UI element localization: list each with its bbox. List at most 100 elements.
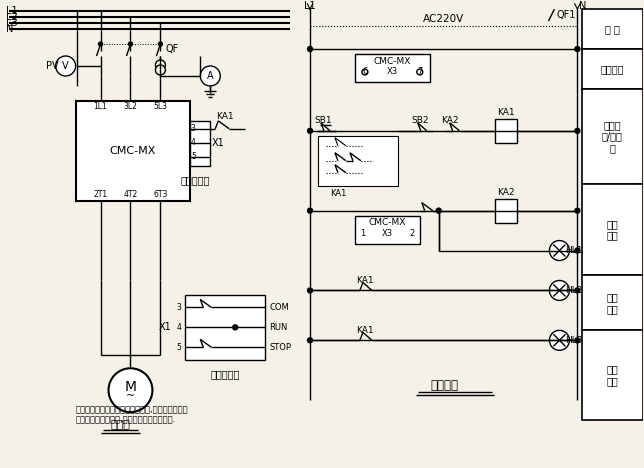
Text: KA1: KA1 xyxy=(356,326,374,335)
Text: 4: 4 xyxy=(191,139,196,147)
Circle shape xyxy=(109,368,153,412)
Text: 3L2: 3L2 xyxy=(124,102,137,111)
Circle shape xyxy=(308,128,312,133)
Bar xyxy=(582,89,643,184)
Text: 单节点控制: 单节点控制 xyxy=(180,175,210,185)
Circle shape xyxy=(575,288,580,293)
Text: HL2: HL2 xyxy=(565,286,582,295)
Text: KA1: KA1 xyxy=(330,189,346,198)
Text: 1L1: 1L1 xyxy=(93,102,108,111)
Circle shape xyxy=(575,128,580,133)
Text: L1: L1 xyxy=(6,6,17,16)
Text: 双节点控制: 双节点控制 xyxy=(211,369,240,379)
Text: ~: ~ xyxy=(126,391,135,401)
Text: KA2: KA2 xyxy=(497,188,515,197)
Circle shape xyxy=(128,42,133,46)
Bar xyxy=(582,184,643,276)
Text: 7: 7 xyxy=(417,67,422,76)
Text: 的输出方式进行修改,需对此图做相应的调整.: 的输出方式进行修改,需对此图做相应的调整. xyxy=(75,416,176,424)
Text: CMC-MX: CMC-MX xyxy=(109,146,156,156)
Text: V: V xyxy=(62,61,69,71)
Text: 1: 1 xyxy=(360,229,366,238)
Circle shape xyxy=(99,42,102,46)
Text: CMC-MX: CMC-MX xyxy=(368,218,406,227)
Circle shape xyxy=(155,65,166,75)
Text: SB2: SB2 xyxy=(411,117,428,125)
Circle shape xyxy=(549,330,569,350)
Text: 2T1: 2T1 xyxy=(93,190,108,199)
Circle shape xyxy=(575,248,580,253)
Circle shape xyxy=(158,42,162,46)
Text: 运行
指示: 运行 指示 xyxy=(607,292,618,314)
Text: 6: 6 xyxy=(362,67,368,76)
Text: 停止
指示: 停止 指示 xyxy=(607,365,618,386)
Circle shape xyxy=(155,60,166,70)
Text: 控制电源: 控制电源 xyxy=(601,64,624,74)
Bar xyxy=(318,136,398,186)
Text: 4T2: 4T2 xyxy=(124,190,138,199)
Circle shape xyxy=(575,208,580,213)
Circle shape xyxy=(55,56,75,76)
Bar xyxy=(582,9,643,49)
Bar xyxy=(495,198,516,223)
Text: L3: L3 xyxy=(6,18,17,28)
Text: QF1: QF1 xyxy=(556,10,576,20)
Text: X1: X1 xyxy=(212,138,225,148)
Text: KA2: KA2 xyxy=(441,117,459,125)
Circle shape xyxy=(200,66,220,86)
Circle shape xyxy=(308,338,312,343)
Circle shape xyxy=(362,69,368,75)
Text: 软起动
起/停控
制: 软起动 起/停控 制 xyxy=(602,120,623,153)
Bar xyxy=(582,330,643,420)
Circle shape xyxy=(417,69,422,75)
Text: 3: 3 xyxy=(191,124,196,133)
Bar xyxy=(582,276,643,330)
Text: 5: 5 xyxy=(191,152,196,161)
Text: CMC-MX: CMC-MX xyxy=(374,57,411,66)
Text: 2: 2 xyxy=(409,229,414,238)
Text: L2: L2 xyxy=(6,12,17,22)
Bar xyxy=(355,54,430,82)
Text: PV: PV xyxy=(46,61,59,71)
Text: 微 断: 微 断 xyxy=(605,24,620,34)
Text: HL3: HL3 xyxy=(565,336,582,345)
Circle shape xyxy=(549,241,569,261)
Circle shape xyxy=(549,280,569,300)
Text: SB1: SB1 xyxy=(314,117,332,125)
Circle shape xyxy=(436,208,441,213)
Text: AC220V: AC220V xyxy=(423,14,464,24)
Text: 5: 5 xyxy=(176,343,182,352)
Text: 控制回路: 控制回路 xyxy=(431,379,459,392)
Text: M: M xyxy=(124,380,137,394)
Bar xyxy=(495,119,516,143)
Text: HL1: HL1 xyxy=(565,246,582,255)
Bar xyxy=(355,216,420,243)
Circle shape xyxy=(308,288,312,293)
Text: L1: L1 xyxy=(304,1,316,11)
Text: 故障
指示: 故障 指示 xyxy=(607,219,618,241)
Text: N: N xyxy=(579,1,586,11)
Text: KA1: KA1 xyxy=(356,276,374,285)
Text: RUN: RUN xyxy=(269,323,287,332)
Bar xyxy=(75,101,191,201)
Bar xyxy=(185,295,265,360)
Text: X1: X1 xyxy=(158,322,171,332)
Text: 6T3: 6T3 xyxy=(153,190,167,199)
Circle shape xyxy=(232,325,238,330)
Text: QF: QF xyxy=(166,44,178,54)
Circle shape xyxy=(575,46,580,51)
Circle shape xyxy=(575,338,580,343)
Bar xyxy=(191,121,211,166)
Text: X3: X3 xyxy=(382,229,393,238)
Text: 此控制回路图以出厂参数设置为准,如用户对继电器: 此控制回路图以出厂参数设置为准,如用户对继电器 xyxy=(75,406,188,415)
Text: 5L3: 5L3 xyxy=(153,102,167,111)
Text: N: N xyxy=(6,24,13,34)
Text: KA1: KA1 xyxy=(216,112,234,121)
Text: 主回路: 主回路 xyxy=(111,420,131,430)
Circle shape xyxy=(308,208,312,213)
Text: 4: 4 xyxy=(176,323,182,332)
Text: KA1: KA1 xyxy=(497,109,515,117)
Text: COM: COM xyxy=(269,303,289,312)
Text: X3: X3 xyxy=(387,67,398,76)
Text: STOP: STOP xyxy=(269,343,291,352)
